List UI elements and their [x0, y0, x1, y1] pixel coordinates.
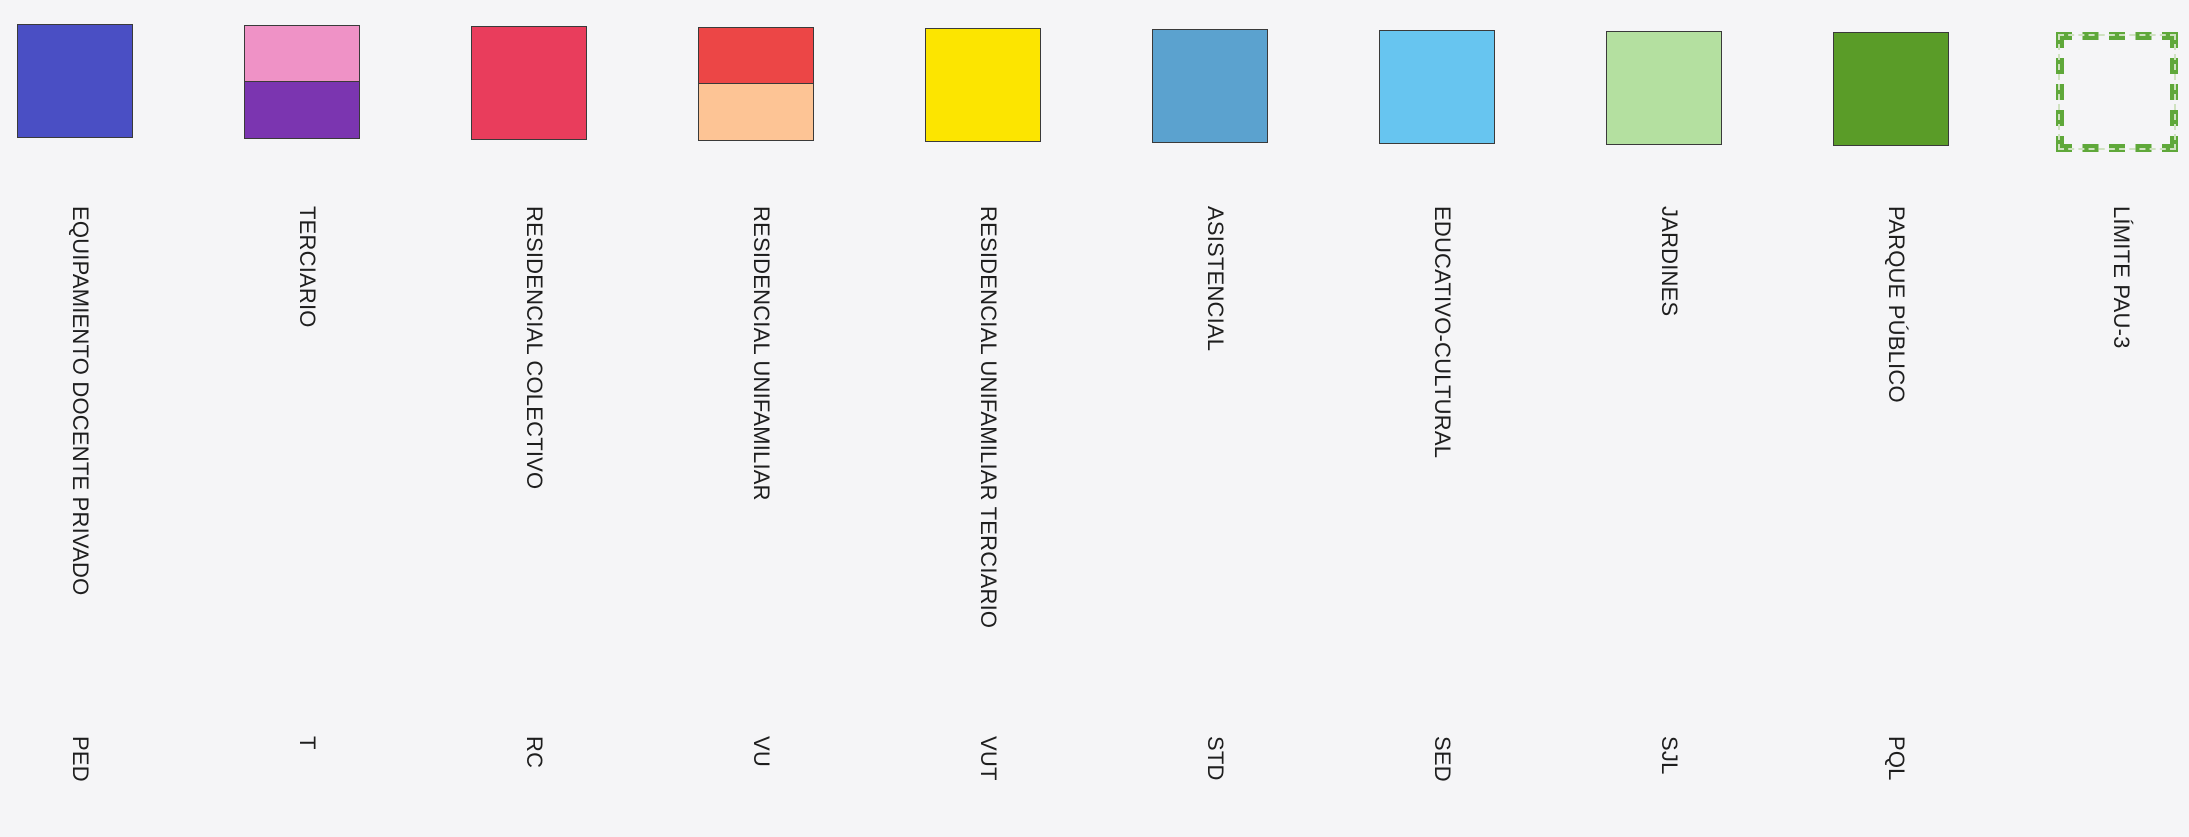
- swatch-pql: [1833, 32, 1949, 146]
- legend-item-residencial-unifamiliar-terciario: RESIDENCIAL UNIFAMILIAR TERCIARIO VUT: [925, 0, 1125, 837]
- legend-code: PED: [68, 736, 93, 782]
- swatch-sjl: [1606, 31, 1722, 145]
- swatch-vut: [925, 28, 1041, 142]
- legend-label: PARQUE PÚBLICO: [1884, 206, 1909, 403]
- legend-code: STD: [1203, 736, 1228, 781]
- legend-item-limite-pau-3: LÍMITE PAU-3: [2056, 0, 2189, 837]
- legend-item-asistencial: ASISTENCIAL STD: [1152, 0, 1352, 837]
- legend-code: PQL: [1884, 736, 1909, 781]
- legend-code: VU: [749, 736, 774, 767]
- swatch-t-bottom: [245, 81, 359, 138]
- swatch-t: [244, 25, 360, 139]
- legend-code: VUT: [976, 736, 1001, 781]
- legend-label: ASISTENCIAL: [1203, 206, 1228, 352]
- legend-label: LÍMITE PAU-3: [2109, 206, 2134, 349]
- swatch-vu: [698, 27, 814, 141]
- legend-code: SED: [1430, 736, 1455, 782]
- legend-code: RC: [522, 736, 547, 769]
- swatch-std: [1152, 29, 1268, 143]
- legend-label: RESIDENCIAL UNIFAMILIAR: [749, 206, 774, 501]
- swatch-t-top: [245, 26, 359, 82]
- legend-item-jardines: JARDINES SJL: [1606, 0, 1806, 837]
- legend-code: T: [295, 736, 320, 750]
- legend-item-parque-publico: PARQUE PÚBLICO PQL: [1833, 0, 2033, 837]
- swatch-vu-bottom: [699, 83, 813, 140]
- swatch-sed: [1379, 30, 1495, 144]
- swatch-rc: [471, 26, 587, 140]
- swatch-vu-top: [699, 28, 813, 84]
- swatch-ped: [17, 24, 133, 138]
- legend-item-educativo-cultural: EDUCATIVO-CULTURAL SED: [1379, 0, 1579, 837]
- legend-item-residencial-unifamiliar: RESIDENCIAL UNIFAMILIAR VU: [698, 0, 898, 837]
- legend-label: RESIDENCIAL COLECTIVO: [522, 206, 547, 490]
- legend-label: JARDINES: [1657, 206, 1682, 317]
- legend-item-residencial-colectivo: RESIDENCIAL COLECTIVO RC: [471, 0, 671, 837]
- legend-label: EDUCATIVO-CULTURAL: [1430, 206, 1455, 459]
- swatch-limite-pau-3: [2056, 32, 2178, 152]
- legend-label: RESIDENCIAL UNIFAMILIAR TERCIARIO: [976, 206, 1001, 629]
- legend-item-terciario: TERCIARIO T: [244, 0, 444, 837]
- legend-item-equipamiento-docente-privado: EQUIPAMIENTO DOCENTE PRIVADO PED: [17, 0, 217, 837]
- legend-label: TERCIARIO: [295, 206, 320, 328]
- legend-label: EQUIPAMIENTO DOCENTE PRIVADO: [68, 206, 93, 596]
- legend-code: SJL: [1657, 736, 1682, 775]
